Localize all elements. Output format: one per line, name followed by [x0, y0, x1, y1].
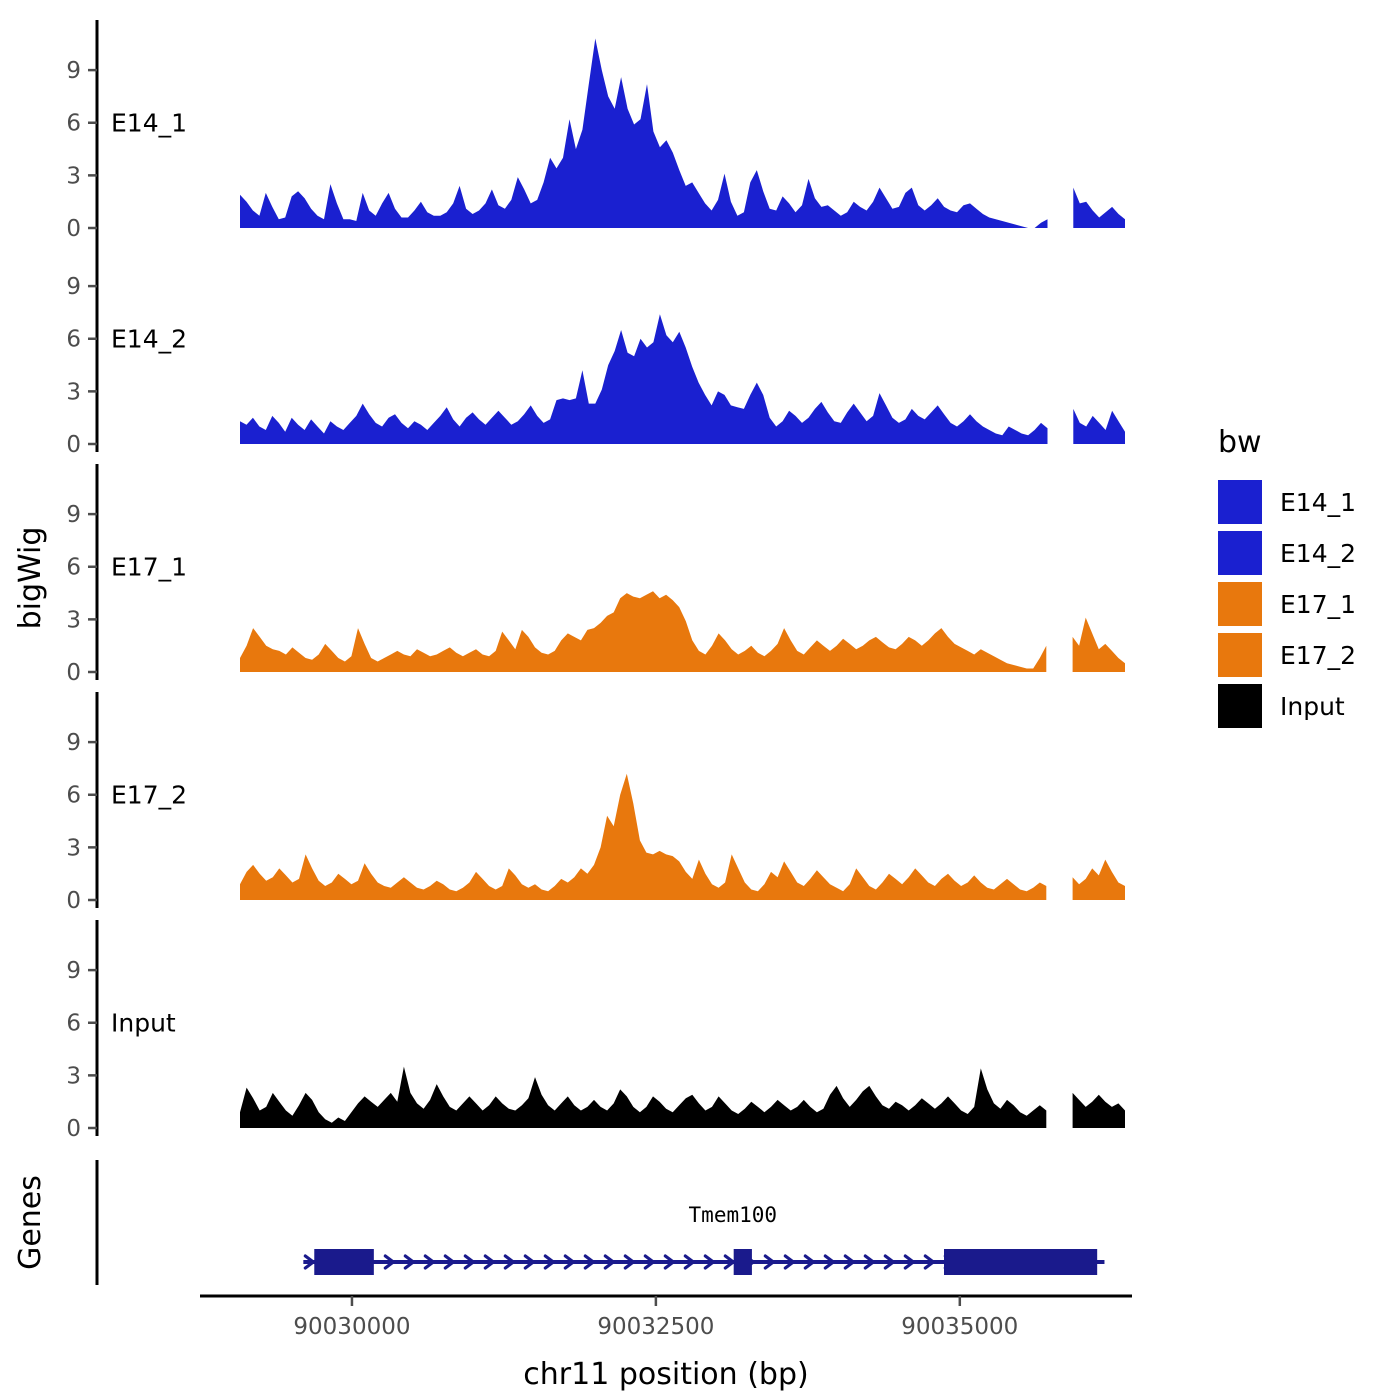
gene-strand-arrow [523, 1254, 535, 1270]
y-tick-label: 6 [66, 783, 81, 809]
gene-strand-arrow [763, 1254, 775, 1270]
track-area-e17_1 [1072, 617, 1125, 672]
legend-swatch-e17_1[interactable] [1218, 582, 1262, 626]
gene-strand-arrow [543, 1254, 555, 1270]
gene-strand-arrow [683, 1254, 695, 1270]
y-tick-label: 9 [66, 274, 81, 300]
gene-strand-arrow [803, 1254, 815, 1270]
y-tick-label: 0 [66, 216, 81, 242]
track-area-e14_1 [240, 38, 1048, 228]
gene-name-label: Tmem100 [689, 1203, 778, 1227]
gene-strand-arrow [703, 1254, 715, 1270]
legend-label-e14_2: E14_2 [1280, 539, 1356, 568]
track-panel-e17_1: 0 3 6 9 E17_1 [66, 464, 1125, 686]
y-tick-label: 6 [66, 327, 81, 353]
genes-panel: Genes Tmem100 [13, 1160, 1105, 1285]
x-axis-title: chr11 position (bp) [523, 1357, 808, 1392]
y-tick-label: 6 [66, 555, 81, 581]
y-tick-label: 0 [66, 660, 81, 686]
legend-label-e17_1: E17_1 [1280, 590, 1356, 619]
track-area-input [1072, 1092, 1125, 1128]
gene-strand-arrow [503, 1254, 515, 1270]
track-label-e17_1: E17_1 [111, 553, 187, 582]
y-tick-label: 9 [66, 730, 81, 756]
y-tick-label: 6 [66, 111, 81, 137]
y-tick-label: 9 [66, 958, 81, 984]
y-tick-label: 0 [66, 1116, 81, 1142]
gene-strand-arrow [843, 1254, 855, 1270]
gene-strand-arrow [423, 1254, 435, 1270]
gene-strand-arrow [443, 1254, 455, 1270]
y-axis-title: bigWig [13, 527, 48, 630]
legend-title: bw [1218, 425, 1262, 460]
y-tick-label: 3 [66, 163, 81, 189]
track-area-e14_2 [240, 314, 1048, 444]
y-tick-label: 3 [66, 607, 81, 633]
y-tick-label: 3 [66, 1063, 81, 1089]
gene-strand-arrow [583, 1254, 595, 1270]
gene-strand-arrow [603, 1254, 615, 1270]
legend-swatch-e17_2[interactable] [1218, 633, 1262, 677]
track-panel-input: 0 3 6 9 Input [66, 920, 1125, 1142]
genes-axis-title: Genes [13, 1175, 48, 1270]
x-tick-label: 90032500 [597, 1314, 714, 1340]
track-panel-e14_2: 0 3 6 9 E14_2 [66, 236, 1125, 458]
track-area-e17_1 [240, 591, 1047, 672]
y-tick-label: 9 [66, 502, 81, 528]
gene-strand-arrow [883, 1254, 895, 1270]
gene-strand-arrow [903, 1254, 915, 1270]
track-panel-e14_1: 0 3 6 9 E14_1 [66, 20, 1125, 242]
track-panel-e17_2: 0 3 6 9 E17_2 [66, 692, 1125, 914]
gene-strand-arrow [783, 1254, 795, 1270]
gene-strand-arrow [563, 1254, 575, 1270]
y-tick-label: 0 [66, 432, 81, 458]
gene-strand-arrow [463, 1254, 475, 1270]
legend-label-e17_2: E17_2 [1280, 641, 1356, 670]
gene-strand-arrow [923, 1254, 935, 1270]
y-tick-label: 0 [66, 888, 81, 914]
gene-strand-arrow [643, 1254, 655, 1270]
y-tick-label: 9 [66, 58, 81, 84]
gene-strand-arrow [483, 1254, 495, 1270]
gene-exon [733, 1249, 752, 1275]
track-label-e14_2: E14_2 [111, 325, 187, 354]
y-tick-label: 6 [66, 1011, 81, 1037]
legend-label-input: Input [1280, 692, 1345, 721]
gene-strand-arrow [823, 1254, 835, 1270]
gene-strand-arrow [663, 1254, 675, 1270]
legend-swatch-e14_1[interactable] [1218, 480, 1262, 524]
x-tick-label: 90030000 [293, 1314, 410, 1340]
track-label-input: Input [111, 1009, 176, 1038]
gene-strand-arrow [863, 1254, 875, 1270]
track-label-e17_2: E17_2 [111, 781, 187, 810]
legend-label-e14_1: E14_1 [1280, 488, 1356, 517]
gene-strand-arrow [383, 1254, 395, 1270]
y-tick-label: 3 [66, 379, 81, 405]
gene-exon [314, 1249, 374, 1275]
gene-strand-arrow [723, 1254, 735, 1270]
legend-swatch-input[interactable] [1218, 684, 1262, 728]
track-area-e17_2 [1072, 859, 1125, 900]
gene-strand-arrow [623, 1254, 635, 1270]
track-area-e17_2 [240, 773, 1047, 900]
gene-strand-arrow [403, 1254, 415, 1270]
legend-swatch-e14_2[interactable] [1218, 531, 1262, 575]
track-area-e14_2 [1073, 408, 1125, 444]
gene-exon [944, 1249, 1098, 1275]
x-tick-label: 90035000 [901, 1314, 1018, 1340]
track-area-e14_1 [1073, 187, 1125, 228]
track-label-e14_1: E14_1 [111, 109, 187, 138]
track-area-input [240, 1066, 1047, 1128]
y-tick-label: 3 [66, 835, 81, 861]
gene-strand-arrow [303, 1254, 315, 1270]
